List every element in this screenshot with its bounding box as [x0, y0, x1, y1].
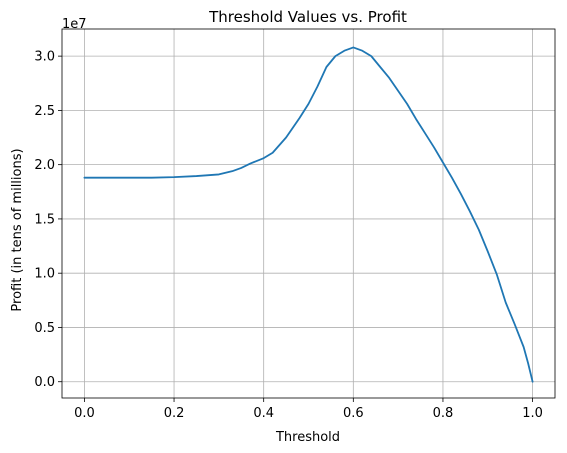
y-tick-label: 1.5	[34, 212, 55, 227]
x-tick-label: 0.2	[164, 406, 185, 421]
x-tick-label: 0.4	[253, 406, 274, 421]
x-tick-label: 0.0	[74, 406, 95, 421]
y-tick-label: 0.0	[34, 375, 55, 390]
y-axis-ticks: 0.0 0.5 1.0 1.5 2.0 2.5 3.0	[34, 50, 62, 390]
series-layer	[83, 46, 534, 383]
profit-series-line	[83, 46, 534, 383]
x-tick-label: 1.0	[522, 406, 543, 421]
y-axis-label: Profit (in tens of millions)	[10, 148, 25, 311]
y-tick-label: 0.5	[34, 321, 55, 336]
chart-title: Threshold Values vs. Profit	[208, 8, 407, 26]
x-tick-label: 0.8	[433, 406, 454, 421]
plot-area-frame	[61, 28, 556, 399]
y-tick-label: 2.0	[34, 158, 55, 173]
y-tick-label: 1.0	[34, 267, 55, 282]
x-tick-label: 0.6	[343, 406, 364, 421]
y-tick-label: 3.0	[34, 50, 55, 65]
y-offset-label: 1e7	[62, 17, 87, 32]
x-axis-label: Threshold	[275, 430, 340, 445]
x-axis-ticks: 0.0 0.2 0.4 0.6 0.8 1.0	[74, 398, 543, 421]
y-tick-label: 2.5	[34, 104, 55, 119]
